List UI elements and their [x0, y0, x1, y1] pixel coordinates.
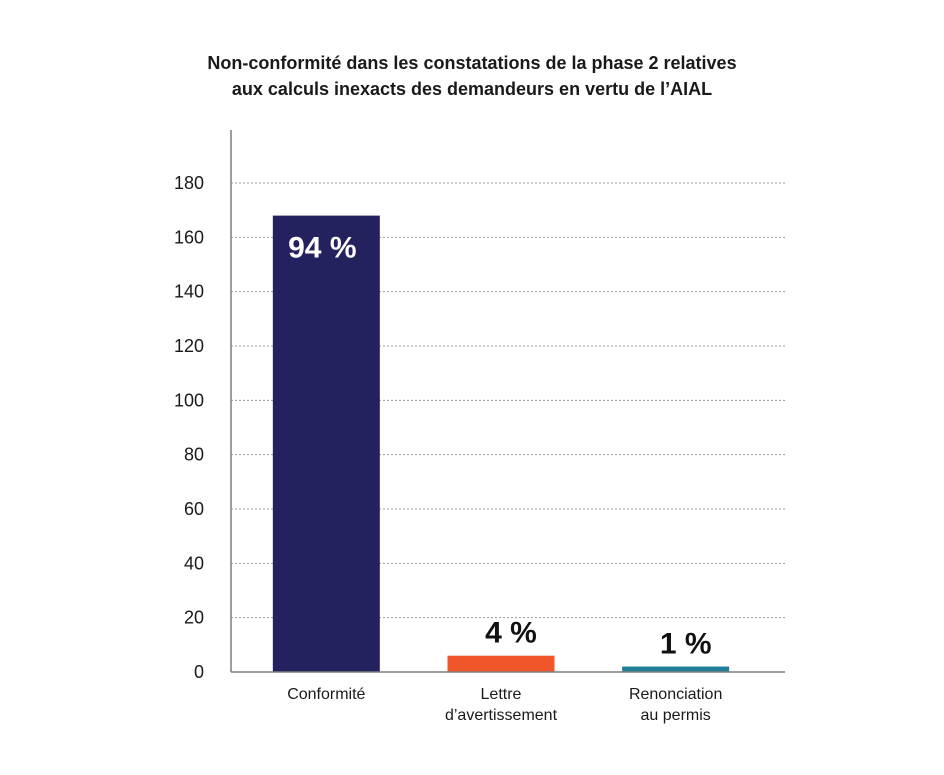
bar-1	[272, 215, 380, 672]
data-label-3: 1 %	[660, 628, 712, 661]
y-tick-label-40: 40	[184, 553, 204, 573]
y-tick-label-100: 100	[174, 390, 204, 410]
y-tick-label-80: 80	[184, 445, 204, 465]
category-label-1: Conformité	[287, 686, 365, 703]
y-tick-label-20: 20	[184, 608, 204, 628]
axes	[230, 130, 785, 673]
category-label-3-line-1: Renonciation	[629, 686, 722, 703]
y-tick-label-0: 0	[194, 662, 204, 682]
chart-title-line-1: Non-conformité dans les constatations de…	[207, 53, 737, 73]
category-label-3-line-2: au permis	[641, 707, 711, 724]
y-tick-label-140: 140	[174, 282, 204, 302]
y-tick-label-60: 60	[184, 499, 204, 519]
bars	[272, 215, 730, 672]
category-label-2-line-1: Lettre	[481, 686, 522, 703]
chart-title: Non-conformité dans les constatations de…	[0, 50, 944, 102]
labels: 0 20 40 60 80 100 120 140 160 180 94 % Conformité 4 …	[174, 173, 722, 724]
category-label-2-line-2: d’avertissement	[445, 707, 558, 724]
data-label-2: 4 %	[485, 617, 537, 650]
chart-title-line-2: aux calculs inexacts des demandeurs en v…	[231, 79, 713, 99]
y-tick-label-180: 180	[174, 173, 204, 193]
bar-3	[622, 666, 730, 672]
y-tick-label-160: 160	[174, 227, 204, 247]
bar-2	[447, 655, 555, 672]
y-tick-label-120: 120	[174, 336, 204, 356]
data-label-1: 94 %	[288, 232, 356, 265]
